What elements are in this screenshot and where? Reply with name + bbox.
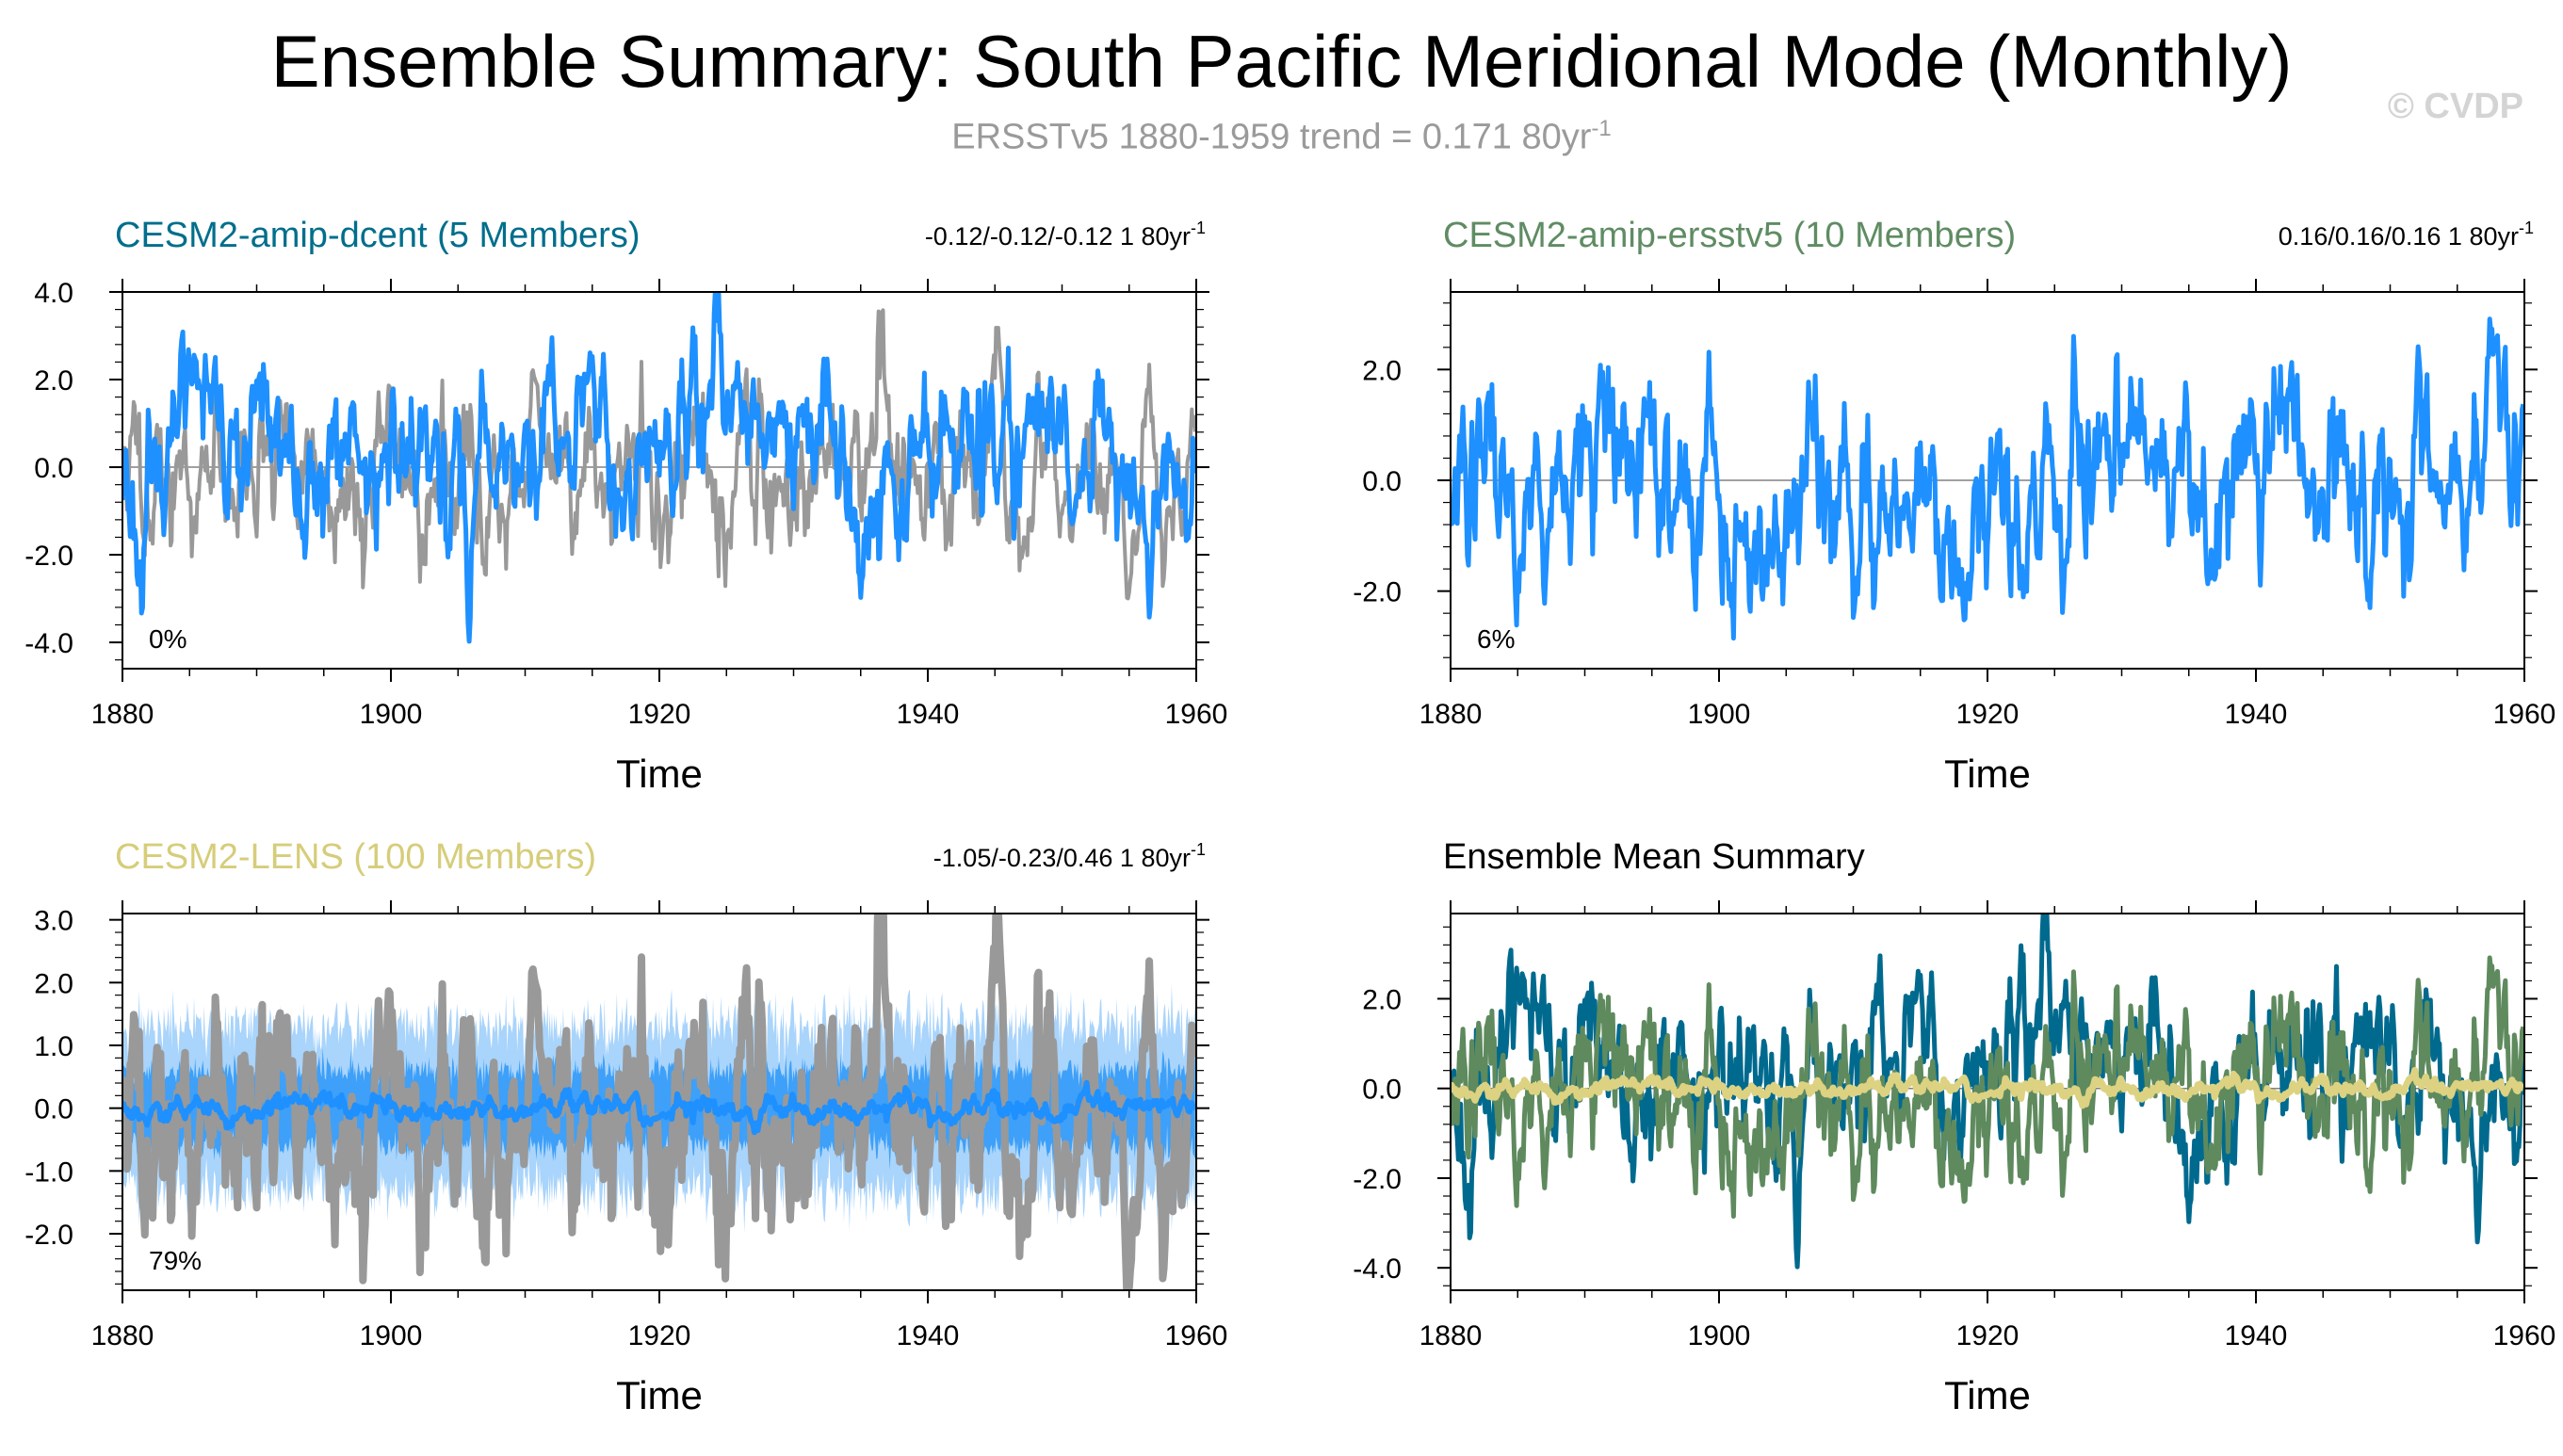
x-tick-label: 1880	[1419, 699, 1483, 730]
x-tick-label: 1920	[1956, 1320, 2020, 1351]
x-tick-label: 1880	[91, 699, 154, 730]
x-axis-label: Time	[1944, 752, 2031, 796]
x-tick-label: 1900	[1688, 1320, 1751, 1351]
series-line-cesm2-lens-ensemble-mean	[122, 1079, 1196, 1136]
y-tick-label: 1.0	[34, 1031, 73, 1062]
y-tick-label: -2.0	[24, 1220, 73, 1251]
percent-label: 0%	[149, 624, 187, 654]
x-tick-label: 1960	[1165, 1320, 1228, 1351]
y-tick-label: 0.0	[1362, 1075, 1402, 1106]
y-tick-label: 2.0	[34, 365, 73, 396]
trend-exponent: -1	[1191, 218, 1206, 237]
x-tick-label: 1940	[2225, 699, 2288, 730]
trend-label: -0.12/-0.12/-0.12 1 80yr-1	[925, 218, 1206, 251]
x-tick-label: 1920	[628, 699, 691, 730]
y-tick-label: -1.0	[24, 1157, 73, 1188]
y-tick-label: 2.0	[1362, 355, 1402, 386]
x-axis-label: Time	[1944, 1373, 2031, 1417]
y-tick-label: 2.0	[1362, 984, 1402, 1015]
y-tick-label: -4.0	[24, 628, 73, 659]
x-tick-label: 1880	[91, 1320, 154, 1351]
y-tick-label: 0.0	[34, 1094, 73, 1125]
series-line-cesm2-amip-dcent-mean	[122, 292, 1196, 644]
x-tick-label: 1940	[2225, 1320, 2288, 1351]
panel-title: CESM2-amip-dcent (5 Members)	[115, 216, 640, 255]
y-tick-label: 4.0	[34, 278, 73, 309]
plot-area	[1451, 316, 2524, 641]
panel-title: CESM2-LENS (100 Members)	[115, 837, 596, 877]
x-tick-label: 1940	[897, 699, 960, 730]
x-tick-label: 1900	[1688, 699, 1751, 730]
figure-title: Ensemble Summary: South Pacific Meridion…	[270, 20, 2293, 103]
series-line-cesm2-amip-ersstv5	[1451, 955, 2524, 1219]
x-tick-label: 1940	[897, 1320, 960, 1351]
subtitle-exponent: -1	[1591, 116, 1612, 141]
trend-text: -0.12/-0.12/-0.12 1 80yr	[925, 222, 1191, 251]
trend-exponent: -1	[2519, 218, 2534, 237]
series-line-cesm2-lens	[1451, 1067, 2524, 1109]
trend-label: -1.05/-0.23/0.46 1 80yr-1	[933, 840, 1206, 872]
y-tick-label: 2.0	[34, 968, 73, 999]
x-axis-label: Time	[616, 1373, 703, 1417]
panel-title: Ensemble Mean Summary	[1443, 837, 1865, 877]
trend-exponent: -1	[1191, 840, 1206, 859]
x-tick-label: 1920	[628, 1320, 691, 1351]
y-tick-label: -2.0	[1353, 1164, 1402, 1195]
cvdp-copyright: © CVDP	[2387, 87, 2523, 126]
figure-subtitle: ERSSTv5 1880-1959 trend = 0.171 80yr-1	[0, 105, 2563, 161]
series-line-cesm2-amip-ersstv5-mean	[1451, 316, 2524, 641]
plot-area	[122, 292, 1196, 644]
trend-text: -1.05/-0.23/0.46 1 80yr	[933, 844, 1191, 872]
y-tick-label: -4.0	[1353, 1254, 1402, 1285]
x-tick-label: 1920	[1956, 699, 2020, 730]
y-tick-label: -2.0	[1353, 577, 1402, 608]
x-axis-label: Time	[616, 752, 703, 796]
trend-label: 0.16/0.16/0.16 1 80yr-1	[2279, 218, 2534, 251]
y-tick-label: 3.0	[34, 906, 73, 937]
percent-label: 6%	[1477, 624, 1515, 654]
panel-title: CESM2-amip-ersstv5 (10 Members)	[1443, 216, 2016, 255]
trend-text: 0.16/0.16/0.16 1 80yr	[2279, 222, 2519, 251]
x-tick-label: 1900	[360, 699, 423, 730]
x-tick-label: 1960	[2493, 699, 2556, 730]
plot-area	[122, 914, 1196, 1290]
series-line-ersstv5	[122, 914, 1196, 1290]
subtitle-text: ERSSTv5 1880-1959 trend = 0.171 80yr	[951, 117, 1592, 157]
x-tick-label: 1960	[2493, 1320, 2556, 1351]
y-tick-label: -2.0	[24, 541, 73, 572]
y-tick-label: 0.0	[1362, 466, 1402, 497]
plot-area	[1451, 914, 2524, 1270]
x-tick-label: 1960	[1165, 699, 1228, 730]
x-tick-label: 1900	[360, 1320, 423, 1351]
y-tick-label: 0.0	[34, 453, 73, 484]
x-tick-label: 1880	[1419, 1320, 1483, 1351]
percent-label: 79%	[149, 1246, 202, 1275]
